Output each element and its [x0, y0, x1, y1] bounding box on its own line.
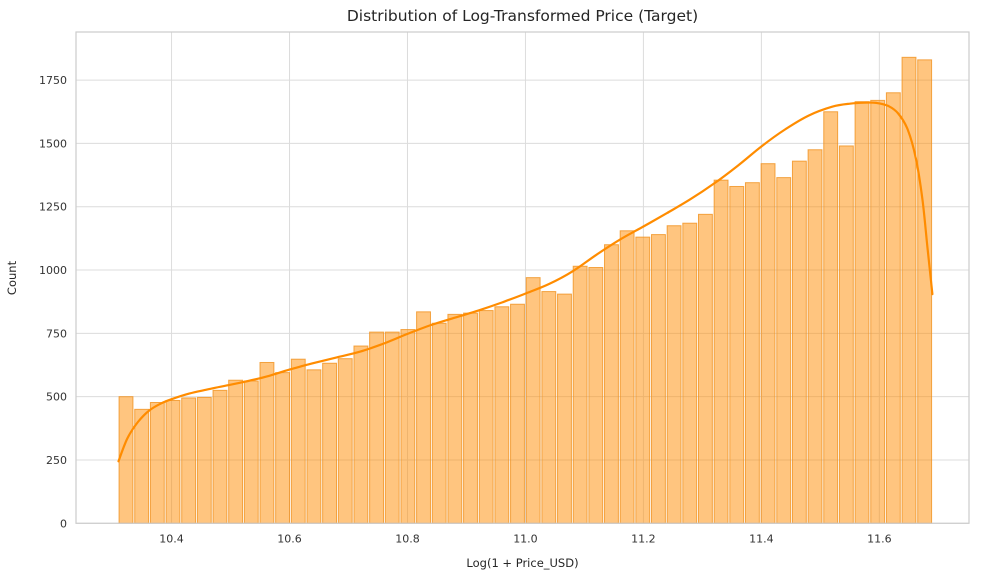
- histogram-bar: [572, 265, 588, 524]
- histogram-bar: [384, 331, 400, 524]
- chart-title: Distribution of Log-Transformed Price (T…: [346, 7, 699, 25]
- axes-border: [75, 31, 970, 524]
- y-tick-label: 250: [46, 454, 67, 467]
- histogram-bar: [870, 99, 886, 524]
- histogram-bar: [588, 267, 604, 524]
- x-tick-label: 10.6: [277, 532, 302, 545]
- histogram-bar: [791, 160, 807, 524]
- histogram-bar: [431, 322, 447, 524]
- histogram-bar: [635, 236, 651, 524]
- x-tick-label: 10.8: [395, 532, 420, 545]
- histogram-bar: [181, 397, 197, 524]
- histogram-bar: [729, 185, 745, 524]
- histogram-bar: [541, 291, 557, 524]
- histogram-bar: [885, 92, 901, 524]
- histogram-bar: [337, 358, 353, 524]
- histogram-bar: [259, 361, 275, 524]
- histogram-bar: [854, 101, 870, 524]
- histogram-bar: [510, 303, 525, 524]
- histogram-bar: [494, 306, 510, 524]
- x-axis-label: Log(1 + Price_USD): [466, 556, 579, 570]
- y-tick-label: 1250: [39, 201, 67, 214]
- kde-curve: [117, 101, 934, 463]
- histogram-bar: [447, 313, 463, 524]
- histogram-bar: [400, 329, 416, 524]
- histogram-bar: [353, 345, 369, 524]
- histogram-bar: [917, 59, 933, 524]
- histogram-bar: [149, 402, 165, 524]
- histogram-bar: [228, 379, 244, 524]
- histogram-bar: [525, 277, 541, 524]
- histogram-bar: [196, 396, 212, 524]
- y-tick-label: 1750: [39, 74, 67, 87]
- histogram-bar: [290, 358, 306, 524]
- histogram-bar: [776, 177, 792, 524]
- x-tick-label: 10.4: [159, 532, 184, 545]
- x-tick-label: 11.4: [749, 532, 774, 545]
- histogram-bar: [807, 149, 823, 524]
- histogram-bar: [369, 331, 384, 524]
- y-tick-label: 0: [60, 517, 67, 530]
- histogram-bar: [275, 372, 291, 524]
- histogram-bar: [134, 408, 150, 524]
- x-tick-label: 11.6: [867, 532, 892, 545]
- y-tick-label: 1500: [39, 137, 67, 150]
- x-tick-label: 11.0: [513, 532, 538, 545]
- histogram-bar: [165, 399, 181, 524]
- histogram-bar: [666, 225, 682, 524]
- histogram-bar: [306, 369, 322, 524]
- histogram-bar: [901, 56, 917, 524]
- y-tick-label: 500: [46, 391, 67, 404]
- histogram-bar: [212, 389, 228, 524]
- histogram-bar: [651, 234, 666, 524]
- histogram-bar: [760, 163, 776, 524]
- histogram-bar: [243, 380, 259, 524]
- histogram-bar: [604, 244, 619, 524]
- x-tick-label: 11.2: [631, 532, 656, 545]
- histogram-bar: [744, 182, 760, 524]
- histogram-bar: [557, 293, 572, 524]
- histogram-bar: [322, 362, 338, 524]
- y-tick-label: 750: [46, 327, 67, 340]
- histogram-bar: [682, 222, 698, 524]
- histogram-bar: [713, 179, 729, 524]
- y-tick-label: 1000: [39, 264, 67, 277]
- histogram-bar: [416, 311, 431, 524]
- histogram-bar: [118, 396, 134, 524]
- histogram-bar: [619, 230, 635, 524]
- histogram-bar: [697, 213, 713, 524]
- histogram-bar: [463, 312, 478, 524]
- histogram-bar: [838, 145, 854, 524]
- histogram-bar: [478, 310, 494, 524]
- histogram-bar: [823, 111, 839, 524]
